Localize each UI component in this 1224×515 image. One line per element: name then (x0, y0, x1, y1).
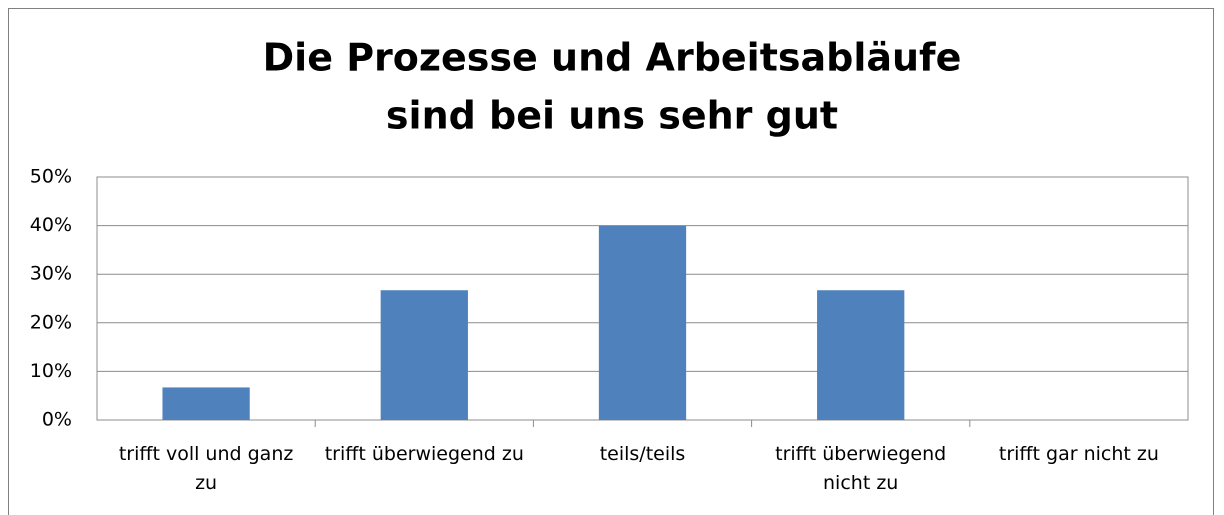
x-tick-label: trifft überwiegend zu (324, 443, 524, 465)
y-tick-label: 30% (30, 263, 72, 285)
x-tick-label: trifft voll und ganz zu (118, 443, 294, 494)
bar (817, 290, 905, 420)
bar (380, 290, 468, 420)
y-tick-label: 10% (30, 360, 72, 382)
chart-title: sind bei uns sehr gut (386, 94, 838, 138)
y-tick-label: 50% (30, 166, 72, 188)
y-tick-label: 40% (30, 214, 72, 236)
bar (162, 387, 250, 420)
chart-title: Die Prozesse und Arbeitsabläufe (263, 36, 962, 80)
x-tick-label: trifft gar nicht zu (998, 443, 1159, 465)
bar (598, 225, 687, 420)
x-tick-label: trifft überwiegend nicht zu (775, 443, 947, 494)
y-tick-label: 0% (42, 409, 72, 431)
y-tick-label: 20% (30, 311, 72, 333)
chart-frame (8, 8, 1214, 515)
x-tick-label: teils/teils (599, 443, 686, 465)
